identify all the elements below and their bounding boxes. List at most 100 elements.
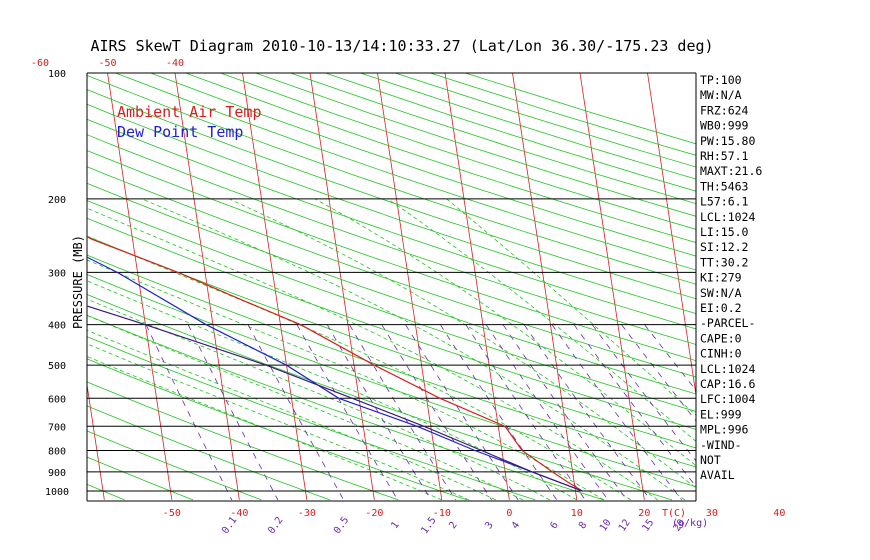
isotherm-line — [309, 73, 375, 500]
index-line: CAP:16.6 — [700, 377, 755, 391]
bottom-temp-tick-label: -10 — [433, 508, 451, 519]
chart-title: AIRS SkewT Diagram 2010-10-13/14:10:33.2… — [90, 37, 713, 55]
dry-adiabat-line — [87, 456, 194, 501]
temp-axis-label: T(C) — [662, 508, 686, 519]
index-line: LI:15.0 — [700, 225, 749, 239]
index-line: EI:0.2 — [700, 301, 742, 315]
bottom-temp-tick-label: 40 — [773, 508, 785, 519]
mixing-ratio-line — [591, 324, 696, 462]
dry-adiabat-line — [0, 73, 56, 500]
index-line: MAXT:21.6 — [700, 164, 762, 178]
pressure-tick-label: 700 — [48, 422, 66, 433]
moist-adiabat-line — [87, 259, 605, 501]
mixing-ratio-tick-label: 8 — [577, 520, 589, 531]
moist-adiabat-lines — [87, 198, 696, 501]
moist-adiabat-line — [228, 198, 696, 489]
pressure-tick-label: 800 — [48, 446, 66, 457]
dew-point-temp-line — [87, 256, 583, 492]
mixing-ratio-axis: 0.1 0.2 0.5 1 1.5 2 3 4 6 8 10 12 15 20(g/kg) — [220, 515, 708, 536]
moist-adiabat-line — [141, 198, 686, 501]
dry-adiabat-line — [87, 200, 696, 412]
mixing-ratio-line — [381, 324, 492, 501]
mixing-ratio-tick-label: 10 — [598, 517, 614, 533]
mixing-ratio-tick-label: 2 — [447, 520, 459, 531]
dry-adiabat-line — [115, 73, 696, 271]
pressure-tick-label: 400 — [48, 321, 66, 332]
dry-adiabat-line — [87, 314, 604, 501]
bottom-temp-tick-label: 30 — [706, 508, 718, 519]
bottom-temp-tick-label: -50 — [163, 508, 181, 519]
dry-adiabat-line — [87, 75, 696, 285]
index-line: RH:57.1 — [700, 149, 749, 163]
mixing-ratio-tick-label: 3 — [483, 520, 495, 531]
isotherm-line — [107, 73, 173, 500]
index-line: -WIND- — [700, 438, 742, 452]
isotherm-line — [444, 73, 510, 500]
mixing-ratio-tick-label: 1 — [389, 520, 401, 531]
dry-adiabat-line — [87, 483, 125, 501]
mixing-ratio-line — [573, 324, 696, 488]
pressure-tick-label: 200 — [48, 195, 66, 206]
index-line: TH:5463 — [700, 179, 749, 193]
moist-adiabat-line — [87, 235, 632, 501]
dry-adiabat-line — [87, 336, 536, 501]
top-temperature-axis: -120-110-100-90-80-70-60-50-40 — [31, 58, 184, 69]
isotherm-line — [850, 73, 870, 500]
pressure-tick-label: 300 — [48, 268, 66, 279]
index-line: MPL:996 — [700, 423, 749, 437]
index-line: EL:999 — [700, 407, 742, 421]
index-line: LCL:1024 — [700, 362, 755, 376]
isotherm-line — [783, 73, 847, 500]
top-temp-tick-label: -40 — [166, 58, 184, 69]
bottom-temperature-axis: -50 -40 -30 -20 -10 0 10 20 30 40 T(C) — [163, 508, 786, 519]
pressure-tick-label: 100 — [48, 69, 66, 80]
mixing-ratio-line — [145, 324, 233, 501]
dry-adiabat-line — [87, 182, 696, 395]
dry-adiabat-line — [87, 118, 696, 330]
mixing-ratio-line — [485, 324, 609, 501]
moist-adiabat-line — [87, 314, 523, 501]
isotherm-line — [174, 73, 240, 500]
top-temp-tick-label: -50 — [98, 58, 116, 69]
legend-entry: Dew Point Temp — [117, 123, 243, 141]
index-line: CAPE:0 — [700, 331, 742, 345]
moist-adiabat-line — [87, 329, 496, 501]
index-line: CINH:0 — [700, 347, 742, 361]
mixing-ratio-lines — [145, 324, 696, 501]
dry-adiabat-line — [430, 73, 696, 156]
mixing-ratio-tick-label: 6 — [548, 520, 560, 531]
legend: Ambient Air Temp Dew Point Temp — [117, 103, 262, 141]
bottom-temp-tick-label: -40 — [230, 508, 248, 519]
dry-adiabat-line — [87, 274, 696, 488]
moist-adiabat-line — [87, 343, 469, 501]
isotherm-line — [512, 73, 578, 500]
mixing-ratio-tick-label: 4 — [510, 520, 522, 531]
bottom-temp-tick-label: 20 — [638, 508, 650, 519]
mixing-ratio-line — [405, 324, 519, 501]
isobar-lines — [86, 72, 697, 502]
mixing-ratio-line — [465, 324, 586, 501]
y-axis-label: PRESSURE (MB) — [71, 235, 85, 329]
dry-adiabat-line — [87, 89, 696, 300]
index-line: L57:6.1 — [700, 195, 749, 209]
pressure-tick-label: 500 — [48, 361, 66, 372]
dry-adiabat-line — [325, 73, 696, 192]
index-line: FRZ:624 — [700, 103, 749, 117]
index-line: LCL:1024 — [700, 210, 755, 224]
pressure-tick-label: 600 — [48, 394, 66, 405]
mixing-ratio-axis-label: (g/kg) — [672, 518, 708, 529]
dry-adiabat-line — [87, 381, 399, 501]
dry-adiabat-line — [360, 73, 696, 180]
index-line: NOT — [700, 453, 721, 467]
ambient-air-temp-line — [87, 236, 583, 492]
mixing-ratio-line — [502, 324, 628, 501]
index-line: TP:100 — [700, 73, 742, 87]
parcel-path-line — [87, 305, 583, 492]
pressure-axis: 100 200 300 400 500 600 700 800 900 1000 — [45, 69, 69, 498]
index-line: TT:30.2 — [700, 255, 748, 269]
dry-adiabat-line — [465, 73, 696, 145]
mixing-ratio-tick-label: 15 — [640, 517, 656, 533]
bottom-temp-tick-label: -20 — [365, 508, 383, 519]
index-line: LFC:1004 — [700, 392, 755, 406]
